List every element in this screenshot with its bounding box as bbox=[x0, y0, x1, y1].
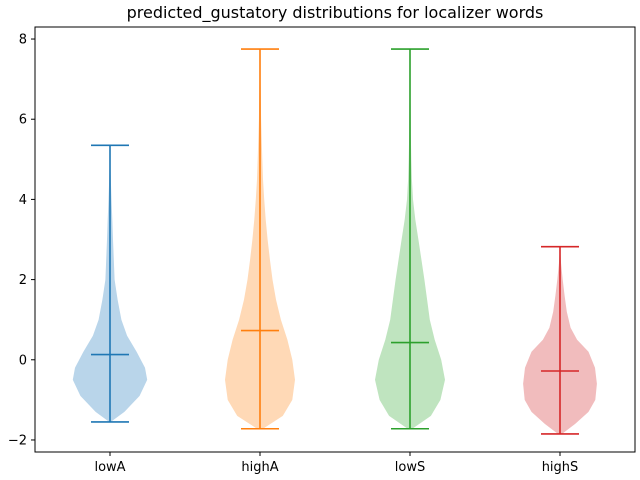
x-tick-label-highA: highA bbox=[241, 460, 278, 475]
x-tick-label-lowS: lowS bbox=[395, 460, 425, 475]
chart-title: predicted_gustatory distributions for lo… bbox=[127, 3, 544, 23]
x-tick-label-highS: highS bbox=[542, 460, 579, 475]
y-axis: −2 0 2 4 6 8 bbox=[8, 33, 35, 448]
y-tick-label-8: 8 bbox=[19, 33, 27, 48]
violins-layer bbox=[72, 49, 597, 434]
y-tick-label-4: 4 bbox=[19, 193, 27, 208]
plot-frame bbox=[34, 26, 636, 453]
y-tick-label--2: −2 bbox=[8, 433, 27, 448]
x-tick-label-lowA: lowA bbox=[94, 460, 125, 475]
x-axis: lowA highA lowS highS bbox=[94, 452, 578, 475]
y-tick-label-2: 2 bbox=[19, 273, 27, 288]
y-tick-label-0: 0 bbox=[19, 353, 27, 368]
stat-markers-layer bbox=[91, 48, 579, 435]
y-tick-label-6: 6 bbox=[19, 113, 27, 128]
